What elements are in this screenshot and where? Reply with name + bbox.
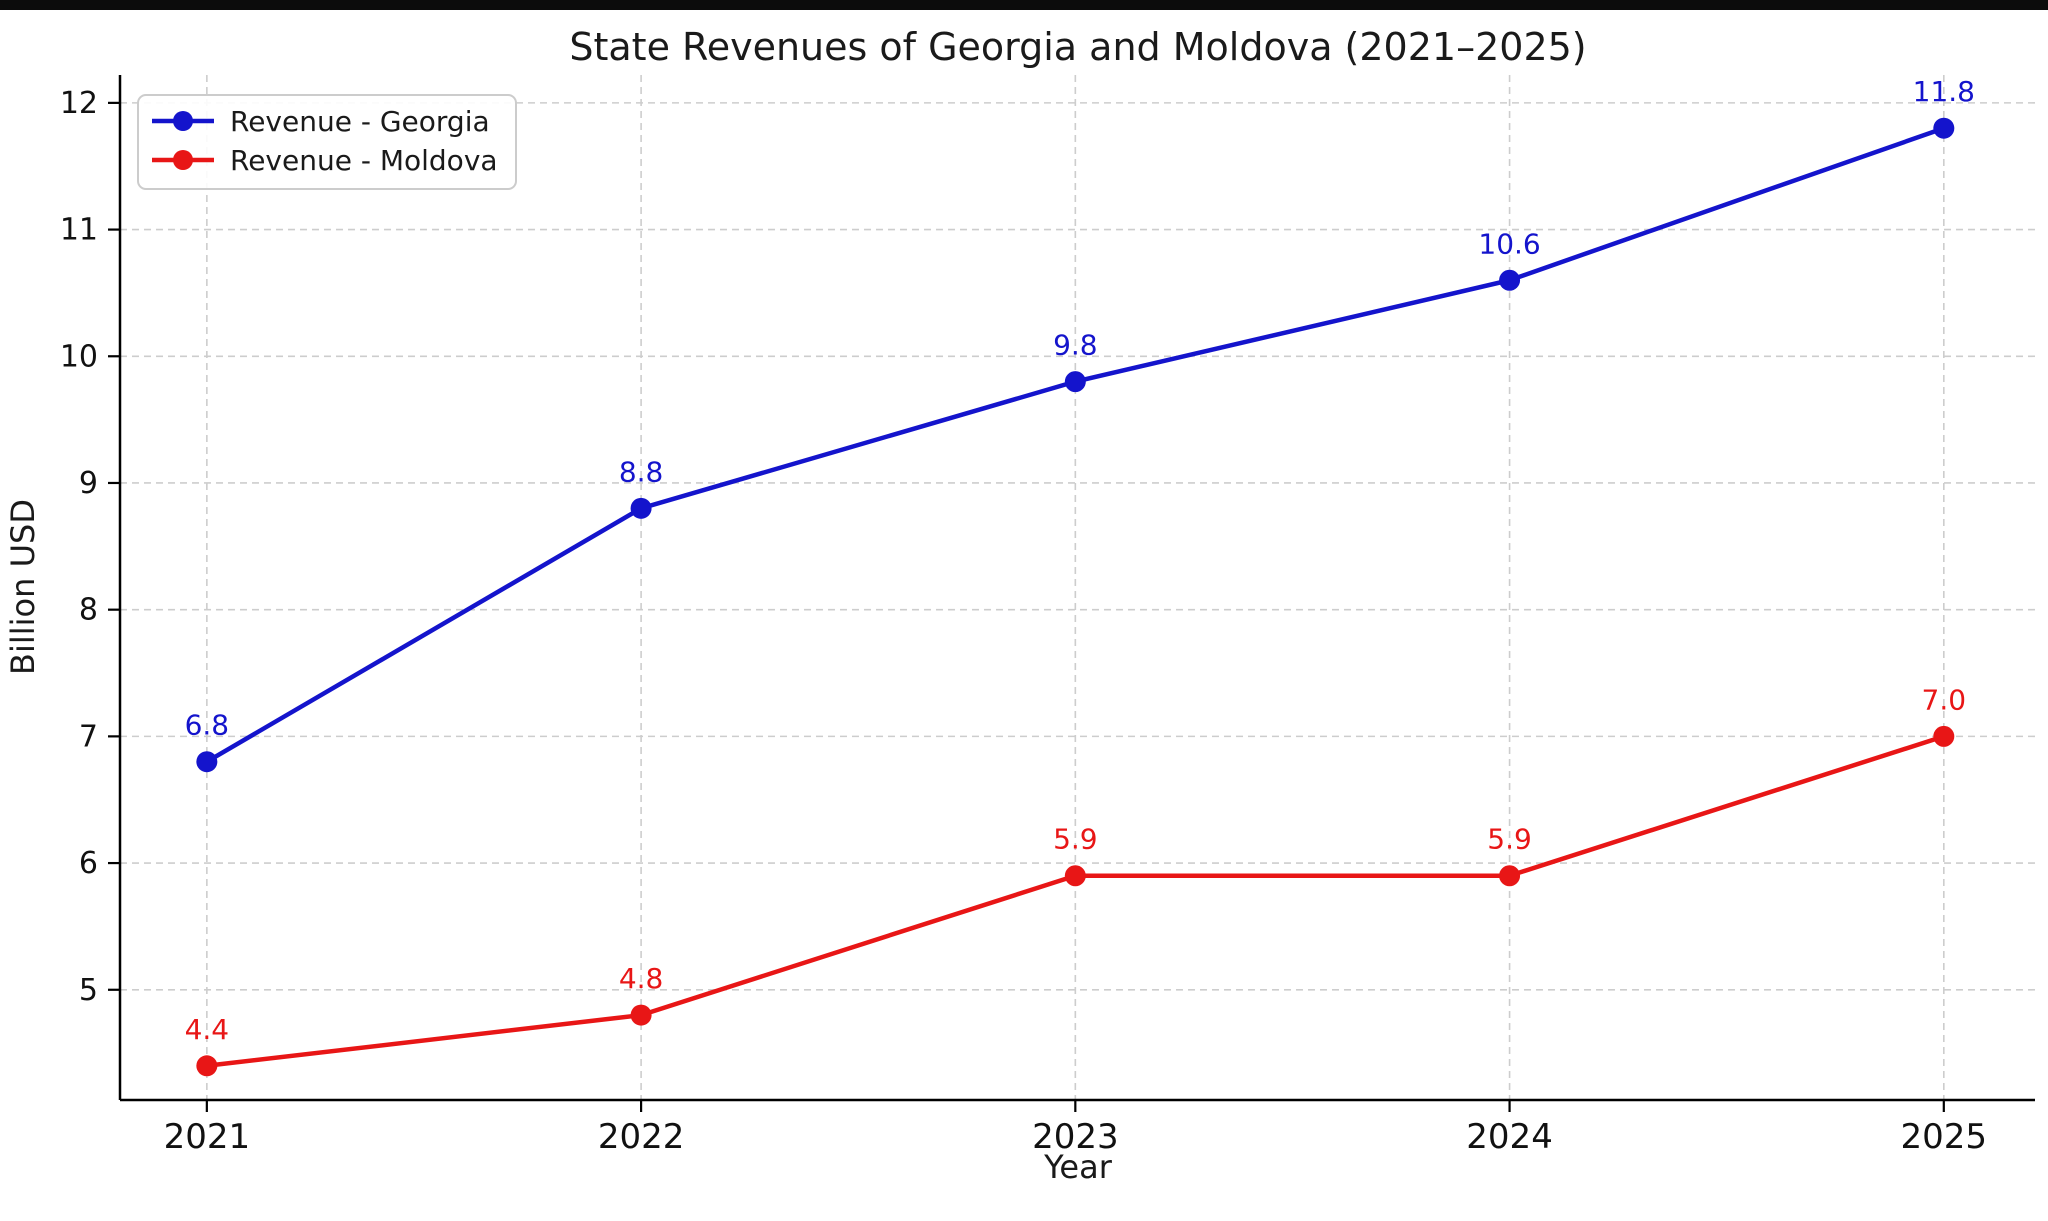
x-tick-label: 2021 — [164, 1117, 251, 1157]
data-point-label: 5.9 — [1487, 823, 1532, 856]
data-point-label: 5.9 — [1053, 823, 1098, 856]
legend-box — [137, 94, 517, 190]
y-tick-label: 9 — [79, 466, 98, 501]
x-tick-label: 2024 — [1466, 1117, 1553, 1157]
chart-generated-layer: 5 6 7 8 9 10 11 12 2021 2022 2023 2024 2025 — [60, 75, 2035, 1157]
legend-swatch-marker — [173, 111, 193, 131]
data-point — [196, 751, 218, 773]
data-point — [1933, 725, 1955, 747]
y-tick-label: 10 — [60, 339, 98, 374]
top-bar — [0, 0, 2048, 10]
chart-title: State Revenues of Georgia and Moldova (2… — [569, 25, 1586, 69]
y-tick-label: 11 — [60, 213, 98, 248]
data-point — [1499, 865, 1521, 887]
x-tick-label: 2023 — [1032, 1117, 1119, 1157]
x-tick-label: 2022 — [598, 1117, 685, 1157]
x-axis-label: Year — [1043, 1148, 1113, 1186]
data-point-label: 9.8 — [1053, 329, 1098, 362]
y-tick-label: 12 — [60, 86, 98, 121]
legend-item-label: Revenue - Georgia — [230, 105, 490, 138]
data-point-label: 7.0 — [1922, 683, 1967, 716]
chart-overlay-layer: 6.8 8.8 9.8 10.6 11.8 4.4 4.8 5.9 5.9 7.0 Revenue … — [137, 75, 1975, 1077]
data-point-label: 6.8 — [185, 709, 230, 742]
y-axis-label: Billion USD — [4, 499, 42, 675]
data-point-label: 10.6 — [1478, 227, 1540, 260]
data-point-label: 8.8 — [619, 455, 664, 488]
data-point-label: 4.4 — [185, 1013, 230, 1046]
y-tick-label: 8 — [79, 593, 98, 628]
y-tick-label: 7 — [79, 719, 98, 754]
legend-swatch-marker — [173, 150, 193, 170]
x-tick-label: 2025 — [1901, 1117, 1988, 1157]
data-point-label: 11.8 — [1913, 75, 1975, 108]
data-point — [1064, 371, 1086, 393]
legend-item-label: Revenue - Moldova — [230, 144, 498, 177]
y-tick-label: 5 — [79, 973, 98, 1008]
data-point — [196, 1055, 218, 1077]
y-tick-label: 6 — [79, 846, 98, 881]
data-point-label: 4.8 — [619, 962, 664, 995]
data-point — [1499, 269, 1521, 291]
data-point — [630, 1004, 652, 1026]
data-point — [630, 497, 652, 519]
data-point — [1933, 117, 1955, 139]
data-point — [1064, 865, 1086, 887]
